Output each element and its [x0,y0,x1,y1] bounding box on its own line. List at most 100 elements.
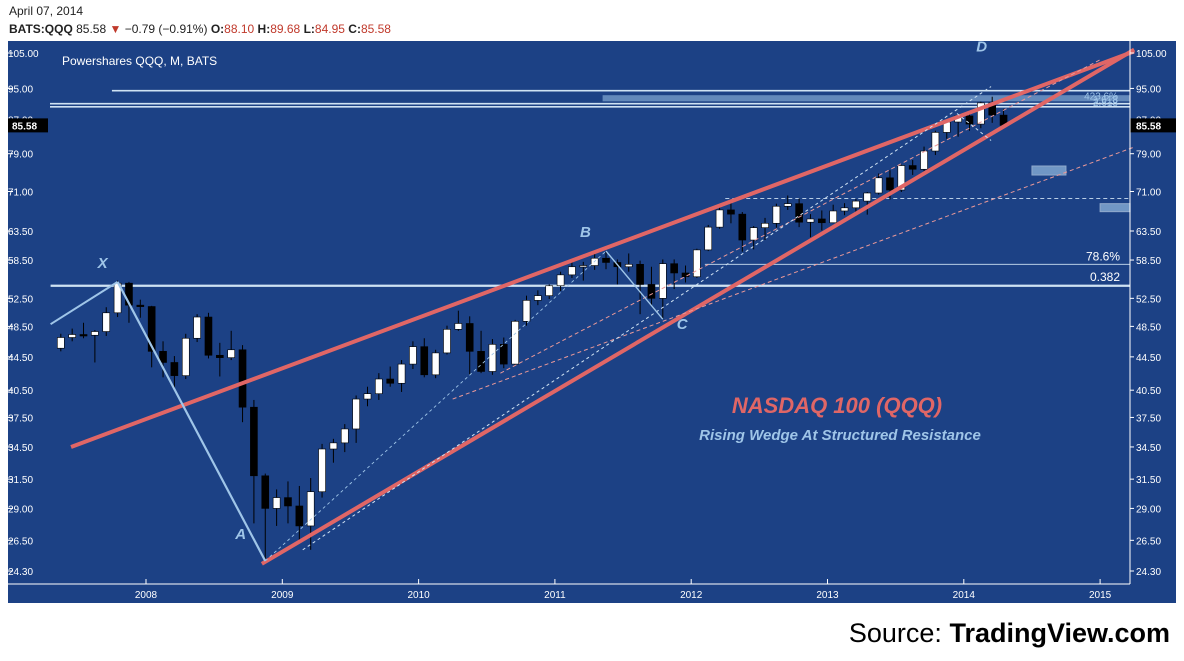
candle-body [556,274,565,287]
candle-body [409,346,417,365]
resistance-zone [602,95,1130,102]
candle-body [420,346,429,376]
wedge-upper-line [70,49,1135,449]
last-price-label-left: 85.58 [12,121,37,132]
y-tick-label-right: 48.50 [1136,322,1161,333]
candle-body [795,203,803,223]
candle-body [329,442,338,450]
chart-title: NASDAQ 100 (QQQ) [732,393,942,418]
y-tick-label-left: 71.00 [8,187,33,198]
candle-body [749,227,758,241]
candle-body [136,304,145,307]
candle-body [443,329,451,354]
candle-body [477,351,485,372]
candle-body [68,334,76,338]
candle-body [636,263,644,285]
candle-body [977,102,985,125]
x-tick-label: 2013 [816,590,839,601]
right-axis-bg [1130,41,1176,603]
candle-body [79,334,88,337]
y-tick-label-left: 63.50 [8,227,33,238]
y-tick-label-left: 37.50 [8,413,33,424]
candle-body [534,295,542,301]
ohlc-legend: BATS:QQQ 85.58 ▼ −0.79 (−0.91%) O:88.10 … [9,22,391,36]
x-tick-label: 2015 [1089,590,1112,601]
y-tick-label-right: 37.50 [1136,413,1161,424]
candle-body [840,207,849,212]
source-name: TradingView.com [949,618,1170,648]
y-tick-label-right: 52.50 [1136,294,1161,305]
candle-body [91,331,99,336]
y-tick-label-left: 48.50 [8,322,33,333]
pattern-point-label: B [580,224,591,241]
candle-body [897,165,906,191]
y-tick-label-right: 40.50 [1136,386,1161,397]
plot-area[interactable] [8,41,1130,584]
y-tick-label-left: 31.50 [8,475,33,486]
y-tick-label-right: 29.00 [1136,504,1161,515]
pattern-point-label: C [677,316,689,333]
candle-body [772,205,781,224]
pattern-leg-bc [605,250,664,320]
y-tick-label-right: 31.50 [1136,475,1161,486]
candle-body [602,257,610,263]
candle-body [340,428,349,444]
x-tick-label: 2011 [544,590,566,601]
candle-body [886,177,894,191]
chart-subtitle: Rising Wedge At Structured Resistance [699,427,981,444]
x-tick-label: 2014 [953,590,976,601]
candle-body [386,378,395,384]
y-tick-label-left: 29.00 [8,504,33,515]
candle-body [204,316,213,356]
candle-body [579,265,588,268]
close-label: C: [348,22,361,36]
candle-body [159,351,167,363]
y-tick-label-left: 26.50 [8,536,33,547]
candle-body [511,321,519,365]
candle-body [931,132,940,152]
chart-date: April 07, 2014 [9,4,84,18]
candle-body [761,222,769,228]
pattern-leg-xa [116,281,267,562]
pattern-point-label: A [234,526,246,543]
candle-body [908,165,917,170]
y-tick-label-left: 40.50 [8,386,33,397]
candle-body [216,354,224,358]
fib-label: 0.382 [1090,270,1120,284]
fib-label: 78.6% [1086,249,1120,263]
last-price-label-right: 85.58 [1136,121,1161,132]
pattern-leg-ab [264,250,607,562]
y-tick-label-left: 95.00 [8,84,33,95]
dashed-trend-line [956,113,992,141]
y-tick-label-right: 26.50 [1136,536,1161,547]
last-price-badge-right [1130,118,1176,133]
candle-body [647,284,656,299]
fib-label: 423.6% [1084,92,1118,103]
candle-body [829,210,837,224]
pattern-point-label: D [976,39,987,56]
candle-body [170,362,179,376]
open-value: 88.10 [224,22,255,36]
x-tick-label: 2010 [407,590,430,601]
candle-body [261,475,270,509]
open-label: O: [210,22,225,36]
candle-body [874,177,883,194]
fib-label: 2.618 [1093,98,1118,109]
y-tick-label-right: 105.00 [1136,49,1167,60]
pattern-leg [50,281,119,326]
bottom-axis-bg [8,584,1130,603]
y-tick-label-right: 71.00 [1136,187,1161,198]
candle-body [783,203,792,207]
high-label: H: [257,22,271,36]
last-price: 85.58 [76,22,107,36]
x-tick-label: 2012 [680,590,703,601]
candle-body [363,393,372,400]
candle-body [431,352,440,376]
candle-body [738,213,747,241]
source-prefix: Source: [848,618,950,648]
y-tick-label-right: 79.00 [1136,150,1161,161]
y-tick-label-right: 44.50 [1136,353,1161,364]
fib-label: 1.618 [1093,95,1118,106]
